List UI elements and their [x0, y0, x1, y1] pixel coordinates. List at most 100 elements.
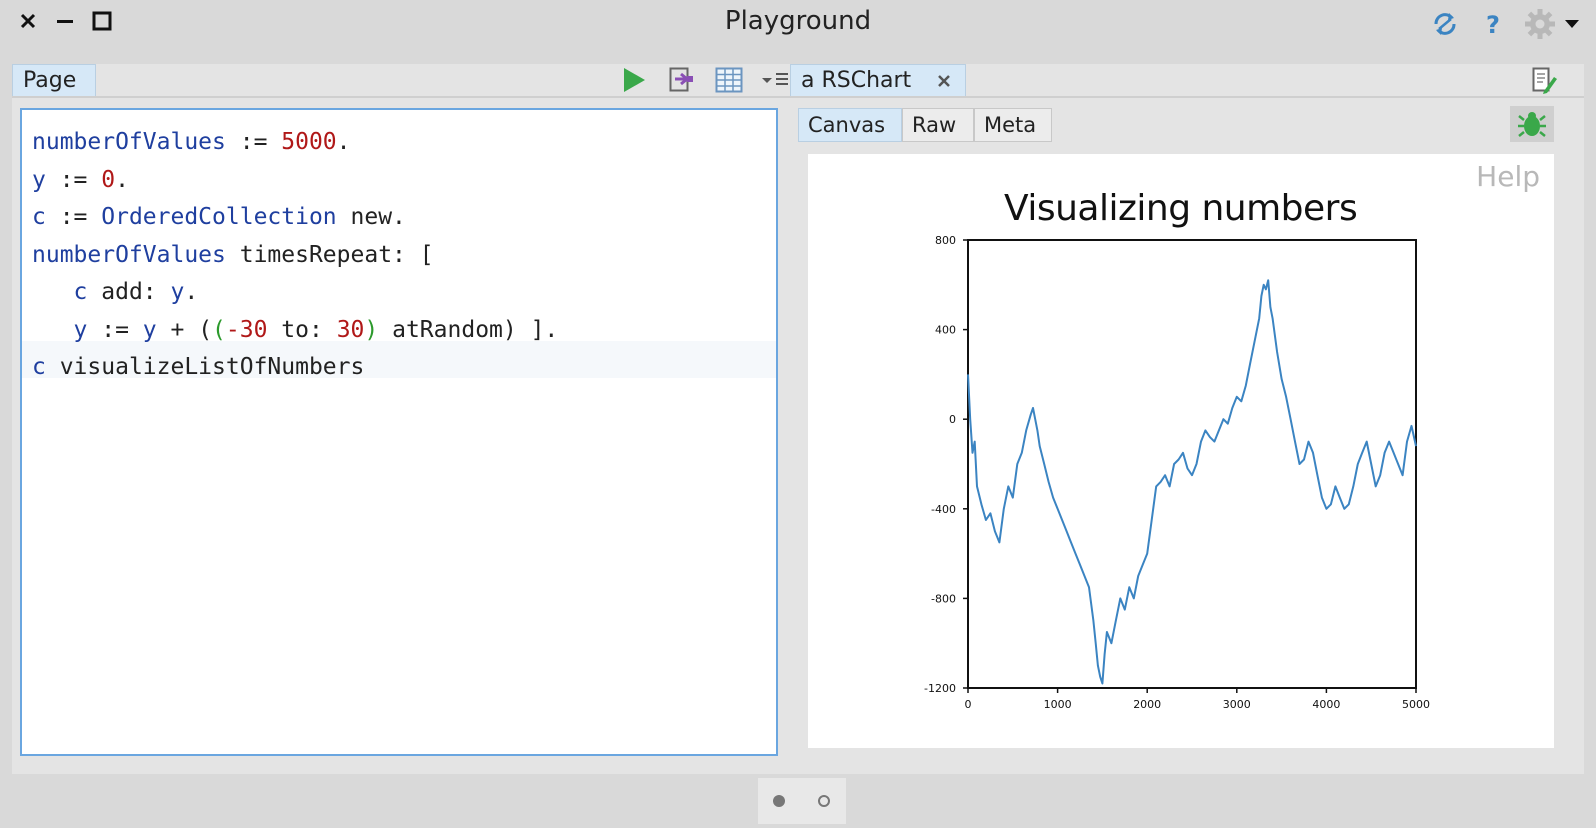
tab-rschart-label: a RSChart — [801, 68, 912, 93]
debug-button[interactable] — [1510, 106, 1554, 142]
code-token: numberOfValues — [32, 241, 226, 268]
code-token: ( — [212, 316, 226, 343]
close-tab-button[interactable] — [937, 65, 951, 97]
code-token: y — [32, 166, 46, 193]
tab-underline — [788, 96, 1584, 98]
code-line[interactable]: numberOfValues := 5000. — [32, 124, 558, 162]
tab-underline — [12, 96, 802, 98]
tab-page[interactable]: Page — [12, 64, 96, 96]
minimize-icon — [57, 20, 73, 23]
code-token: . — [184, 279, 199, 305]
code-token: := — [225, 129, 282, 155]
code-token: := — [45, 204, 102, 230]
table-icon — [715, 67, 743, 93]
code-token: c — [73, 279, 88, 305]
do-it-button[interactable] — [620, 66, 648, 94]
close-icon — [938, 75, 950, 87]
code-token: y — [170, 279, 185, 305]
maximize-window-button[interactable] — [91, 10, 113, 32]
chart-canvas[interactable]: Help Visualizing numbers -1200 -800 -400 0 4… — [808, 154, 1554, 748]
code-token: := — [87, 316, 143, 343]
chevron-down-icon — [1565, 20, 1579, 28]
edit-document-icon — [1532, 67, 1557, 94]
y-tick-label: 0 — [949, 413, 956, 426]
subtab-raw[interactable]: Raw — [902, 108, 974, 142]
help-link[interactable]: Help — [1476, 160, 1540, 193]
x-tick-label: 2000 — [1133, 698, 1161, 711]
code-token — [32, 279, 74, 305]
code-token: numberOfValues — [32, 129, 226, 155]
y-tick-label: -800 — [931, 592, 956, 605]
bindings-button[interactable] — [714, 66, 744, 94]
code-line[interactable]: numberOfValues timesRepeat: [ — [32, 237, 558, 275]
code-token: timesRepeat: [ — [225, 241, 434, 268]
edit-page-button[interactable] — [1530, 66, 1560, 96]
playground-page-pane: Page numberOfValues := 5000. y := 0. c := … — [12, 64, 802, 774]
tab-rschart[interactable]: a RSChart — [790, 64, 966, 96]
code-text[interactable]: numberOfValues := 5000. y := 0. c := Order… — [32, 124, 558, 387]
code-token: to: — [267, 316, 337, 343]
code-token: atRandom) ]. — [378, 316, 559, 343]
code-token: := — [45, 166, 102, 193]
x-tick-label: 0 — [965, 698, 972, 711]
code-token: . — [115, 166, 129, 193]
code-editor[interactable]: numberOfValues := 5000. y := 0. c := Order… — [20, 108, 778, 756]
code-token: y — [73, 316, 88, 343]
close-window-button[interactable] — [17, 10, 39, 32]
line-chart: -1200 -800 -400 0 400 800 0 1000 2000 3000 4000 50… — [924, 234, 1430, 711]
code-token: OrderedCollection — [101, 204, 337, 230]
code-line[interactable]: y := y + ((-30 to: 30) atRandom) ]. — [32, 312, 559, 350]
code-token: . — [336, 129, 351, 155]
code-line[interactable]: c add: y. — [32, 274, 558, 312]
settings-button[interactable] — [1522, 8, 1558, 40]
x-tick-label: 3000 — [1223, 698, 1251, 711]
page-dot-active[interactable] — [773, 795, 785, 807]
code-token: 30 — [336, 316, 365, 343]
code-line[interactable]: c := OrderedCollection new. — [32, 199, 558, 237]
subtab-meta[interactable]: Meta — [974, 108, 1052, 142]
code-token: c — [32, 354, 46, 380]
sync-button[interactable] — [1428, 8, 1462, 40]
inspector-pane: a RSChart Canvas Raw Meta Help Visualizi… — [788, 64, 1584, 774]
code-token: 5000 — [281, 129, 337, 155]
help-button[interactable]: ? — [1480, 8, 1506, 40]
code-token: 0 — [101, 166, 116, 193]
code-line[interactable]: c visualizeListOfNumbers — [32, 349, 558, 387]
code-token: visualizeListOfNumbers — [45, 354, 365, 380]
close-icon — [20, 13, 36, 29]
y-tick-label: -1200 — [924, 682, 956, 695]
y-axis: -1200 -800 -400 0 400 800 — [924, 234, 968, 695]
play-icon — [624, 68, 645, 92]
title-bar: Playground ? — [0, 0, 1596, 48]
maximize-icon — [92, 11, 112, 31]
window-menu-button[interactable] — [1562, 8, 1582, 40]
x-tick-label: 5000 — [1402, 698, 1430, 711]
page-indicator — [758, 778, 846, 824]
chart-title: Visualizing numbers — [1004, 188, 1358, 229]
code-token: c — [32, 204, 46, 230]
inspect-icon — [669, 67, 693, 92]
code-token: new. — [336, 204, 406, 230]
x-tick-label: 1000 — [1044, 698, 1072, 711]
inspect-it-button[interactable] — [668, 66, 696, 94]
subtab-canvas[interactable]: Canvas — [798, 108, 902, 142]
code-token: -30 — [225, 316, 268, 343]
y-tick-label: -400 — [931, 503, 956, 516]
code-token: add: — [87, 279, 171, 305]
plot-frame — [967, 239, 1417, 689]
code-line[interactable]: y := 0. — [32, 162, 558, 200]
gear-icon — [1525, 9, 1555, 39]
series-line — [967, 279, 1417, 685]
code-token: ) — [364, 316, 379, 343]
y-tick-label: 400 — [935, 324, 956, 337]
question-icon: ? — [1486, 11, 1500, 37]
minimize-window-button[interactable] — [54, 10, 76, 32]
svg-text:?: ? — [1486, 11, 1500, 37]
bug-icon — [1518, 112, 1546, 137]
code-token — [32, 317, 74, 343]
page-dot-inactive[interactable] — [818, 795, 830, 807]
sync-icon — [1434, 13, 1456, 35]
x-tick-label: 4000 — [1312, 698, 1340, 711]
window-title: Playground — [724, 6, 872, 36]
code-token: y — [142, 316, 157, 343]
